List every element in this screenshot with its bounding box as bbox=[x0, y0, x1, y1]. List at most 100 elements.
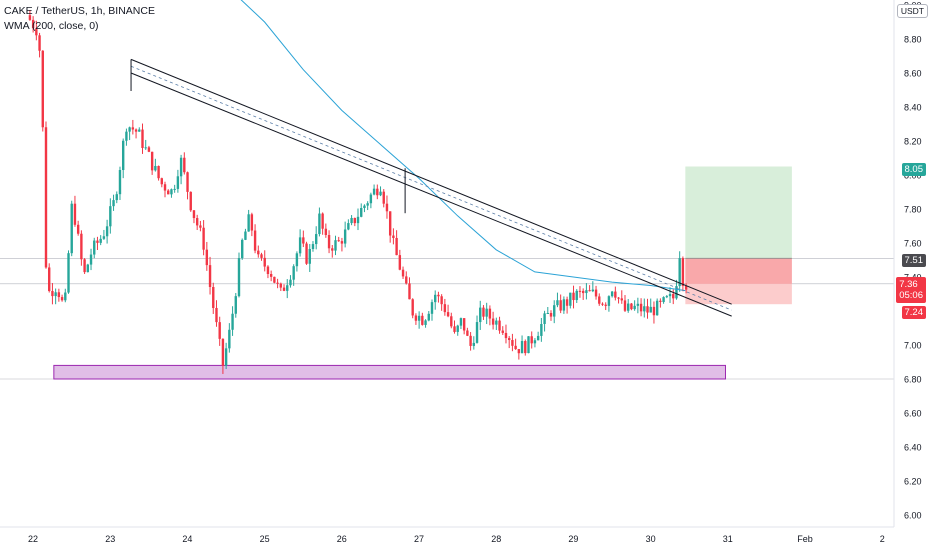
candle-body bbox=[231, 313, 234, 330]
price-tick-label: 6.40 bbox=[904, 443, 922, 453]
candle-body bbox=[350, 217, 353, 224]
candle-body bbox=[604, 304, 607, 306]
price-tick-label: 7.80 bbox=[904, 205, 922, 215]
price-tick-label: 6.00 bbox=[904, 511, 922, 521]
candle-body bbox=[543, 313, 546, 325]
candle-body bbox=[488, 308, 492, 319]
candle-body bbox=[414, 315, 418, 321]
candle-body bbox=[382, 191, 385, 204]
time-tick-label: 26 bbox=[337, 534, 347, 544]
candle-body bbox=[234, 296, 237, 314]
candle-body bbox=[450, 316, 453, 327]
trendline-lower bbox=[130, 72, 732, 317]
support-zone bbox=[53, 364, 726, 380]
price-tick-label: 7.00 bbox=[904, 341, 922, 351]
candle-body bbox=[199, 225, 202, 228]
candle-body bbox=[173, 188, 176, 190]
candle-body bbox=[154, 165, 157, 171]
candle-body bbox=[588, 290, 591, 292]
candle-body bbox=[360, 208, 363, 217]
candle-body bbox=[684, 285, 688, 290]
indicator-label[interactable]: WMA (200, close, 0) bbox=[4, 20, 99, 32]
candle-body bbox=[176, 176, 180, 189]
candle-body bbox=[38, 35, 41, 51]
candle-body bbox=[427, 313, 430, 321]
candle-body bbox=[591, 289, 595, 292]
candle-body bbox=[237, 258, 241, 297]
candle-body bbox=[610, 291, 614, 297]
candle-body bbox=[398, 255, 402, 270]
candle-body bbox=[437, 294, 440, 297]
candle-body bbox=[540, 324, 543, 336]
candle-body bbox=[665, 296, 669, 298]
candle-body bbox=[305, 243, 308, 264]
candle-body bbox=[260, 254, 263, 258]
candle-body bbox=[578, 290, 582, 292]
target-price-tag: 8.05 bbox=[901, 163, 926, 176]
time-tick-label: 22 bbox=[28, 534, 38, 544]
candle-body bbox=[536, 335, 540, 341]
candle-body bbox=[517, 349, 521, 354]
candle-body bbox=[208, 265, 212, 287]
candle-body bbox=[372, 188, 376, 195]
candle-body bbox=[646, 306, 649, 313]
candle-body bbox=[453, 326, 456, 332]
candle-body bbox=[549, 312, 553, 317]
candle-body bbox=[224, 348, 228, 366]
candle-body bbox=[99, 238, 102, 243]
price-tick-label: 8.40 bbox=[904, 103, 922, 113]
candle-body bbox=[121, 140, 125, 171]
candle-body bbox=[472, 342, 476, 346]
candle-body bbox=[115, 194, 118, 201]
time-tick-label: 2 bbox=[880, 534, 885, 544]
candle-body bbox=[125, 131, 128, 141]
currency-unit-badge[interactable]: USDT bbox=[896, 4, 928, 18]
candle-body bbox=[562, 299, 566, 311]
candle-body bbox=[228, 329, 231, 349]
last-price-box: 7.36 05:06 bbox=[896, 277, 926, 303]
candle-body bbox=[337, 240, 340, 242]
candle-body bbox=[302, 237, 305, 244]
time-tick-label: Feb bbox=[797, 534, 813, 544]
candle-body bbox=[269, 273, 273, 277]
candle-body bbox=[385, 203, 389, 212]
candle-body bbox=[340, 241, 344, 244]
candle-body bbox=[434, 294, 437, 303]
candle-body bbox=[353, 217, 356, 224]
candle-body bbox=[215, 307, 218, 323]
candle-body bbox=[263, 257, 266, 267]
candle-body bbox=[343, 229, 347, 244]
candle-body bbox=[64, 292, 67, 301]
candle-body bbox=[60, 297, 64, 301]
candle-body bbox=[163, 184, 167, 191]
zones-layer bbox=[53, 166, 792, 380]
candle-body bbox=[57, 292, 61, 298]
candles-layer bbox=[28, 10, 688, 374]
candle-body bbox=[614, 291, 617, 298]
candle-body bbox=[633, 305, 636, 310]
candle-body bbox=[147, 147, 151, 152]
candle-body bbox=[356, 216, 360, 224]
symbol-title[interactable]: CAKE / TetherUS, 1h, BINANCE bbox=[4, 5, 155, 17]
candle-body bbox=[205, 249, 209, 266]
candle-body bbox=[170, 189, 173, 195]
candle-body bbox=[160, 178, 163, 185]
time-tick-label: 27 bbox=[414, 534, 424, 544]
candle-body bbox=[276, 282, 279, 284]
candle-body bbox=[298, 237, 302, 254]
candle-body bbox=[556, 300, 559, 306]
stop-price-tag: 7.24 bbox=[901, 306, 926, 319]
candle-body bbox=[324, 228, 328, 236]
trendline-upper bbox=[130, 58, 732, 305]
candle-body bbox=[678, 258, 681, 287]
candle-body bbox=[244, 231, 247, 240]
candle-body bbox=[183, 157, 186, 173]
candle-body bbox=[659, 300, 662, 302]
candle-body bbox=[585, 290, 588, 294]
candle-body bbox=[89, 254, 93, 265]
candle-body bbox=[347, 223, 350, 230]
candle-body bbox=[627, 303, 630, 311]
candle-body bbox=[462, 318, 466, 331]
price-tick-label: 8.20 bbox=[904, 137, 922, 147]
